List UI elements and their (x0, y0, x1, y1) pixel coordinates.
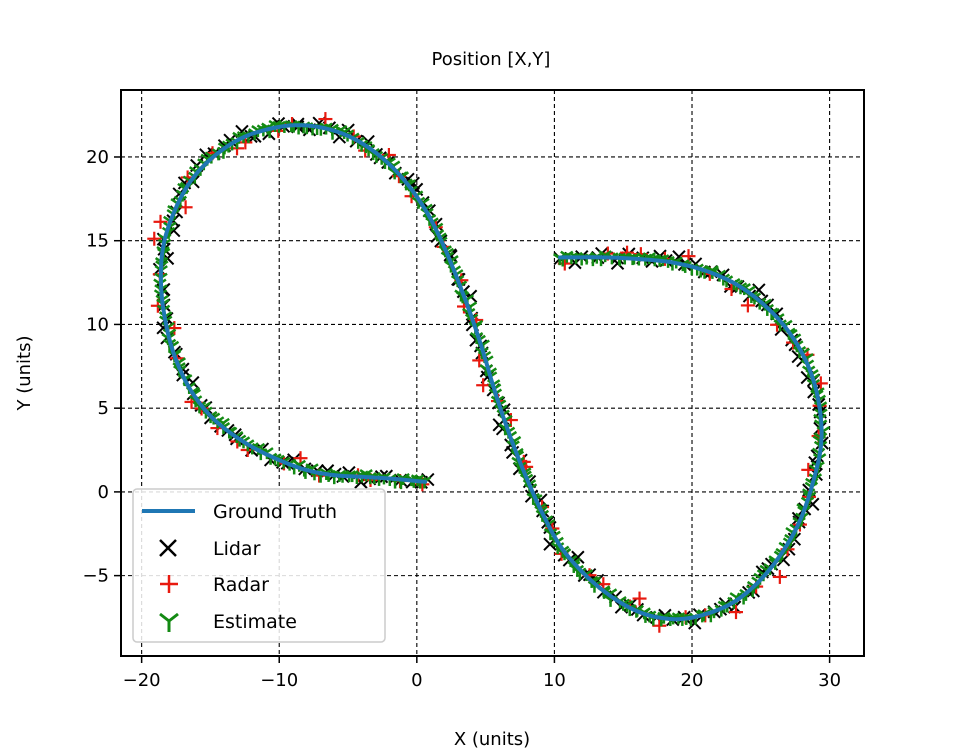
radar-point (740, 298, 755, 313)
y-axis-ticks: −5 0 5 10 15 20 (82, 147, 121, 587)
plot-area-frame (120, 89, 865, 657)
legend-radar-swatch (160, 575, 178, 593)
legend-estimate-swatch (159, 612, 179, 632)
legend-lidar-swatch (159, 539, 177, 557)
radar-point (318, 112, 333, 127)
x-tick-label: −20 (123, 670, 161, 691)
x-axis-label: X (units) (454, 729, 530, 750)
radar-point (652, 618, 667, 633)
legend-lidar-label: Lidar (213, 538, 261, 560)
radar-point (147, 231, 162, 246)
radar-point (772, 569, 787, 584)
y-tick-label: 5 (98, 398, 109, 419)
legend: Ground Truth Lidar Radar Estimate (132, 488, 386, 643)
x-tick-label: 20 (681, 670, 704, 691)
radar-point (801, 462, 816, 477)
y-tick-label: 15 (86, 231, 109, 252)
radar-point (153, 214, 168, 229)
radar-point (476, 378, 491, 393)
y-tick-label: 20 (86, 147, 109, 168)
y-tick-label: 0 (98, 482, 109, 503)
ground-truth-line (158, 123, 824, 622)
legend-estimate-label: Estimate (213, 611, 297, 633)
ground-truth-line-path (158, 123, 824, 622)
y-tick-label: −5 (82, 566, 109, 587)
x-tick-label: 0 (411, 670, 422, 691)
legend-box (132, 488, 386, 643)
legend-radar-label: Radar (213, 574, 269, 596)
gridlines (121, 90, 864, 656)
chart-title: Position [X,Y] (432, 49, 551, 70)
y-axis-label: Y (units) (14, 335, 35, 411)
radar-point (729, 605, 744, 620)
x-tick-label: 30 (818, 670, 841, 691)
legend-ground-truth-label: Ground Truth (213, 501, 337, 523)
x-tick-label: −10 (260, 670, 298, 691)
y-tick-label: 10 (86, 314, 109, 335)
x-axis-ticks: −20 −10 0 10 20 30 (123, 656, 841, 691)
radar-point (632, 591, 647, 606)
x-tick-label: 10 (543, 670, 566, 691)
